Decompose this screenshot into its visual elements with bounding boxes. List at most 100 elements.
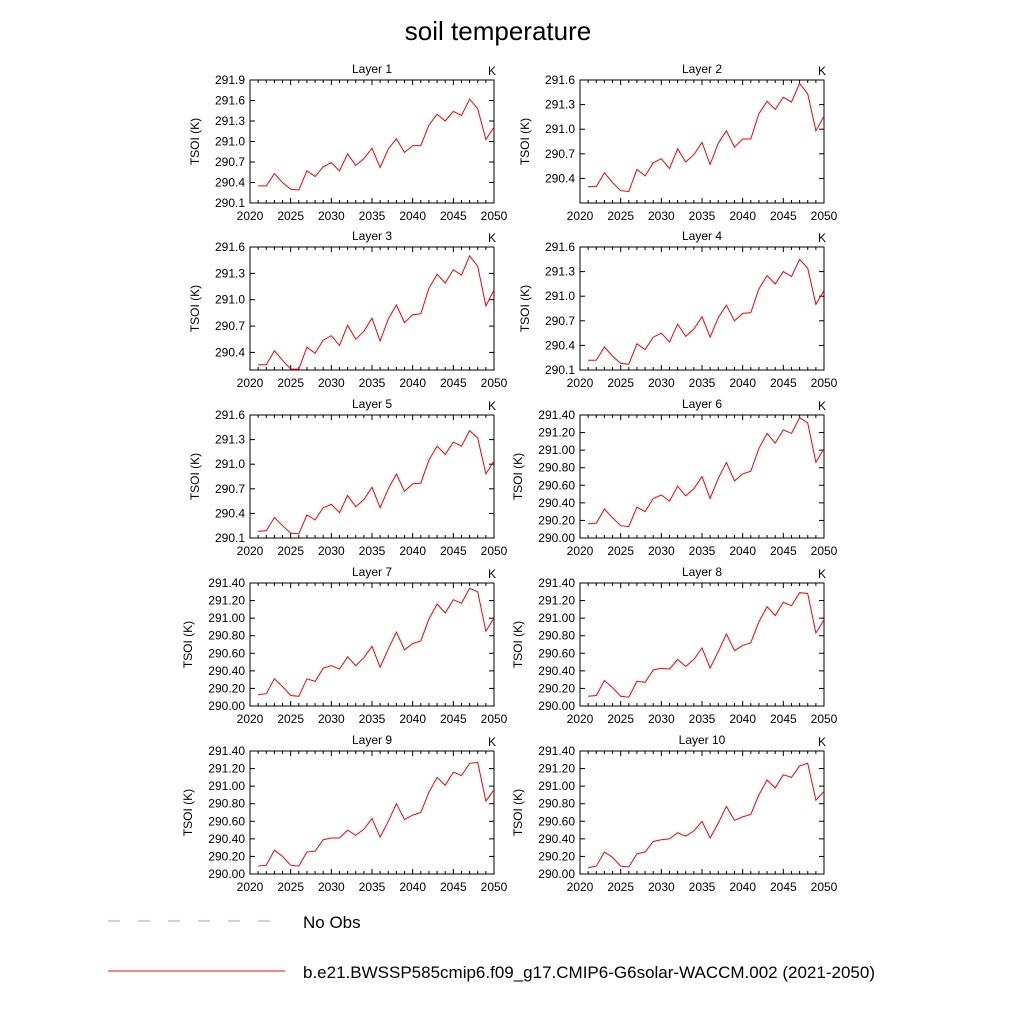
- series-line: [588, 258, 825, 365]
- panel-layer-1: Layer 1 K 2020 2025 2030 2035 2040 2045 2050 290.…: [188, 62, 508, 223]
- series-line: [258, 587, 495, 697]
- units-label: K: [488, 567, 496, 581]
- panel-layer-3: Layer 3 K 2020 2025 2030 2035 2040 2045 2050 290.…: [188, 229, 508, 390]
- x-tick-label: 2035: [689, 880, 716, 894]
- panel-layer-5: Layer 5 K 2020 2025 2030 2035 2040 2045 2050 290.…: [188, 397, 508, 558]
- y-tick-label: 291.20: [538, 594, 575, 608]
- x-tick-label: 2045: [440, 376, 467, 390]
- x-tick-label: 2045: [770, 544, 797, 558]
- x-tick-label: 2040: [729, 544, 756, 558]
- x-tick-label: 2025: [277, 712, 304, 726]
- y-tick-label: 291.6: [545, 73, 575, 87]
- x-tick-label: 2020: [567, 209, 594, 223]
- y-axis-label: TSOI (K): [181, 789, 195, 836]
- x-tick-label: 2035: [689, 712, 716, 726]
- x-tick-label: 2050: [481, 209, 508, 223]
- y-axis-label: TSOI (K): [518, 118, 532, 165]
- y-tick-label: 290.80: [208, 797, 245, 811]
- x-tick-label: 2025: [607, 880, 634, 894]
- x-tick-label: 2030: [648, 209, 675, 223]
- y-tick-label: 290.4: [215, 345, 245, 359]
- x-tick-label: 2050: [481, 712, 508, 726]
- y-tick-label: 290.4: [545, 338, 575, 352]
- y-tick-label: 290.7: [215, 319, 245, 333]
- x-tick-label: 2020: [237, 880, 264, 894]
- x-tick-label: 2020: [567, 544, 594, 558]
- x-tick-label: 2025: [607, 376, 634, 390]
- y-axis-label: TSOI (K): [511, 789, 525, 836]
- y-tick-label: 290.00: [538, 531, 575, 545]
- plot-frame: [579, 246, 825, 371]
- y-tick-label: 291.40: [208, 576, 245, 590]
- x-tick-label: 2020: [567, 880, 594, 894]
- panel-layer-4: Layer 4 K 2020 2025 2030 2035 2040 2045 2050 290.…: [518, 229, 838, 390]
- x-tick-label: 2040: [399, 209, 426, 223]
- x-tick-label: 2040: [729, 712, 756, 726]
- y-tick-label: 291.40: [208, 744, 245, 758]
- series-line: [258, 254, 495, 370]
- x-tick-label: 2045: [440, 712, 467, 726]
- units-label: K: [818, 735, 826, 749]
- y-tick-label: 290.60: [538, 814, 575, 828]
- x-tick-label: 2030: [318, 880, 345, 894]
- x-tick-label: 2025: [277, 209, 304, 223]
- x-tick-label: 2020: [237, 712, 264, 726]
- units-label: K: [488, 64, 496, 78]
- y-tick-label: 290.20: [208, 849, 245, 863]
- x-tick-label: 2045: [440, 880, 467, 894]
- x-tick-label: 2020: [237, 544, 264, 558]
- x-tick-label: 2045: [440, 544, 467, 558]
- x-tick-label: 2025: [277, 544, 304, 558]
- legend: No Obs b.e21.BWSSP585cmip6.f09_g17.CMIP6…: [108, 913, 875, 982]
- series-line: [588, 82, 825, 193]
- y-tick-label: 290.40: [538, 496, 575, 510]
- x-tick-label: 2045: [440, 209, 467, 223]
- y-tick-label: 291.0: [545, 289, 575, 303]
- legend-model-label: b.e21.BWSSP585cmip6.f09_g17.CMIP6-G6sola…: [303, 963, 875, 982]
- series-line: [258, 761, 495, 867]
- y-tick-label: 291.40: [538, 576, 575, 590]
- y-tick-label: 290.60: [538, 646, 575, 660]
- x-tick-label: 2020: [237, 376, 264, 390]
- y-tick-label: 291.00: [208, 611, 245, 625]
- y-tick-label: 291.20: [538, 426, 575, 440]
- y-axis-label: TSOI (K): [188, 285, 202, 332]
- x-tick-label: 2050: [811, 544, 838, 558]
- y-tick-label: 291.00: [538, 611, 575, 625]
- y-tick-label: 291.3: [545, 265, 575, 279]
- x-tick-label: 2030: [648, 880, 675, 894]
- y-tick-label: 291.3: [215, 266, 245, 280]
- y-tick-label: 291.0: [215, 293, 245, 307]
- plot-frame: [249, 246, 495, 371]
- legend-no-obs-label: No Obs: [303, 913, 361, 932]
- panel-layer-9: Layer 9 K 2020 2025 2030 2035 2040 2045 2050 290.…: [181, 733, 508, 894]
- y-tick-label: 291.0: [545, 122, 575, 136]
- x-tick-label: 2050: [481, 880, 508, 894]
- x-tick-label: 2045: [770, 376, 797, 390]
- panel-layer-8: Layer 8 K 2020 2025 2030 2035 2040 2045 2050 290.…: [511, 565, 838, 726]
- y-tick-label: 291.20: [208, 594, 245, 608]
- y-tick-label: 290.20: [208, 681, 245, 695]
- y-tick-label: 290.40: [538, 664, 575, 678]
- figure-title: soil temperature: [405, 16, 591, 46]
- y-axis-label: TSOI (K): [518, 285, 532, 332]
- units-label: K: [818, 567, 826, 581]
- x-tick-label: 2020: [237, 209, 264, 223]
- units-label: K: [818, 231, 826, 245]
- y-tick-label: 291.6: [215, 408, 245, 422]
- y-tick-label: 290.60: [538, 478, 575, 492]
- series-line: [588, 416, 825, 528]
- y-tick-label: 290.4: [215, 506, 245, 520]
- units-label: K: [488, 231, 496, 245]
- x-tick-label: 2025: [607, 544, 634, 558]
- panel-title: Layer 8: [682, 565, 722, 579]
- y-tick-label: 290.20: [538, 513, 575, 527]
- panel-layer-6: Layer 6 K 2020 2025 2030 2035 2040 2045 2050 290.…: [511, 397, 838, 558]
- plot-frame: [579, 750, 825, 875]
- y-tick-label: 291.40: [538, 408, 575, 422]
- y-tick-label: 290.00: [538, 699, 575, 713]
- x-tick-label: 2040: [729, 880, 756, 894]
- panel-layer-7: Layer 7 K 2020 2025 2030 2035 2040 2045 2050 290.…: [181, 565, 508, 726]
- x-tick-label: 2020: [567, 712, 594, 726]
- x-tick-label: 2035: [689, 544, 716, 558]
